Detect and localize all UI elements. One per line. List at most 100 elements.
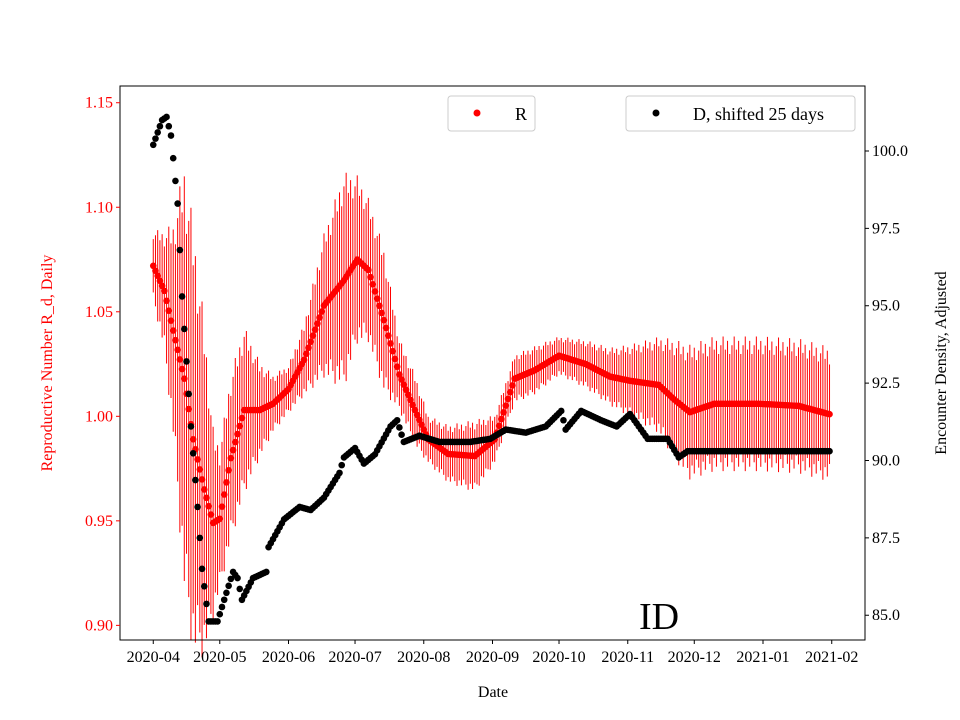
- r-point: [506, 388, 514, 396]
- d-point: [338, 461, 346, 469]
- d-point: [263, 568, 270, 576]
- d-point: [396, 424, 403, 431]
- x-tick-label: 2020-12: [668, 649, 721, 666]
- d-point: [393, 416, 401, 424]
- x-tick-label: 2020-08: [397, 649, 450, 666]
- x-tick-label: 2020-04: [127, 649, 180, 666]
- r-point: [369, 281, 377, 288]
- r-point: [387, 340, 394, 347]
- r-point: [167, 317, 175, 324]
- r-point: [376, 302, 383, 310]
- y-tick-label-right: 92.5: [872, 375, 900, 392]
- r-point: [302, 350, 310, 358]
- legend-d-label: D, shifted 25 days: [693, 104, 824, 124]
- r-point: [172, 336, 179, 344]
- x-tick-label: 2020-06: [262, 649, 315, 666]
- d-point: [218, 603, 226, 611]
- r-point: [152, 267, 159, 275]
- d-point: [225, 582, 232, 590]
- y-tick-label-right: 97.5: [872, 220, 900, 237]
- r-point: [181, 375, 188, 382]
- x-tick-label: 2020-10: [532, 649, 585, 666]
- y-tick-label-right: 90.0: [872, 452, 900, 469]
- d-point: [200, 583, 208, 590]
- r-point: [502, 402, 510, 409]
- r-point: [178, 365, 186, 373]
- d-point: [154, 129, 161, 136]
- d-point: [169, 154, 177, 162]
- legend-d-marker: [652, 109, 660, 117]
- d-point: [194, 503, 201, 511]
- r-point: [504, 395, 512, 403]
- d-point: [189, 449, 197, 457]
- y-tick-label-left: 1.00: [85, 408, 113, 425]
- y-tick-label-right: 100.0: [872, 143, 908, 160]
- r-point: [367, 273, 374, 281]
- r-point: [389, 347, 397, 355]
- r-point: [207, 511, 215, 518]
- d-point: [192, 476, 199, 484]
- r-point: [169, 327, 177, 334]
- r-point: [300, 356, 308, 364]
- r-point: [402, 386, 410, 394]
- d-point: [236, 585, 244, 593]
- x-tick-label: 2021-02: [805, 649, 858, 666]
- r-point: [384, 332, 392, 339]
- d-point: [149, 141, 157, 149]
- r-point: [314, 320, 321, 327]
- d-point: [203, 600, 210, 608]
- r-point: [196, 466, 204, 473]
- r-point: [185, 405, 193, 413]
- x-tick-label: 2020-09: [466, 649, 519, 666]
- d-point: [223, 589, 230, 597]
- r-point: [500, 409, 507, 416]
- d-point: [163, 113, 170, 121]
- r-point: [163, 297, 170, 305]
- r-point: [236, 422, 244, 430]
- d-point: [560, 416, 567, 424]
- d-point: [198, 565, 206, 573]
- r-point: [225, 466, 232, 474]
- y-tick-label-left: 1.10: [85, 199, 113, 216]
- legend-r: R: [447, 95, 536, 132]
- d-point: [172, 177, 179, 185]
- r-point: [223, 479, 230, 486]
- r-point: [307, 338, 314, 346]
- d-point: [165, 122, 173, 130]
- r-point: [158, 282, 166, 290]
- plot-frame: [119, 85, 866, 641]
- legend-r-label: R: [515, 104, 527, 124]
- r-point: [203, 494, 210, 502]
- r-point: [407, 396, 414, 404]
- r-point: [154, 272, 161, 280]
- d-point: [216, 610, 224, 618]
- r-point: [311, 326, 319, 333]
- r-point: [391, 355, 399, 363]
- d-point: [214, 618, 221, 625]
- r-point: [404, 391, 412, 399]
- r-point: [373, 295, 381, 302]
- x-axis-label: Date: [478, 684, 508, 701]
- d-point: [220, 596, 228, 604]
- legend-d: D, shifted 25 days: [625, 95, 856, 132]
- r-point: [165, 307, 173, 315]
- r-point: [318, 308, 326, 315]
- r-point: [393, 363, 401, 371]
- y-axis-label-right: Encounter Density, Adjusted: [933, 271, 950, 454]
- d-point: [185, 390, 193, 398]
- r-point: [316, 314, 323, 321]
- x-tick-label: 2020-07: [328, 649, 381, 666]
- y-tick-label-left: 1.15: [85, 95, 113, 112]
- r-point: [309, 332, 317, 340]
- d-point: [187, 423, 195, 430]
- r-point: [495, 422, 503, 430]
- r-point: [380, 316, 388, 324]
- y-tick-label-left: 1.05: [85, 304, 113, 321]
- d-point: [174, 200, 181, 207]
- r-point: [227, 454, 235, 462]
- y-tick-label-right: 85.0: [872, 607, 900, 624]
- r-point: [398, 376, 405, 383]
- r-point: [189, 436, 197, 443]
